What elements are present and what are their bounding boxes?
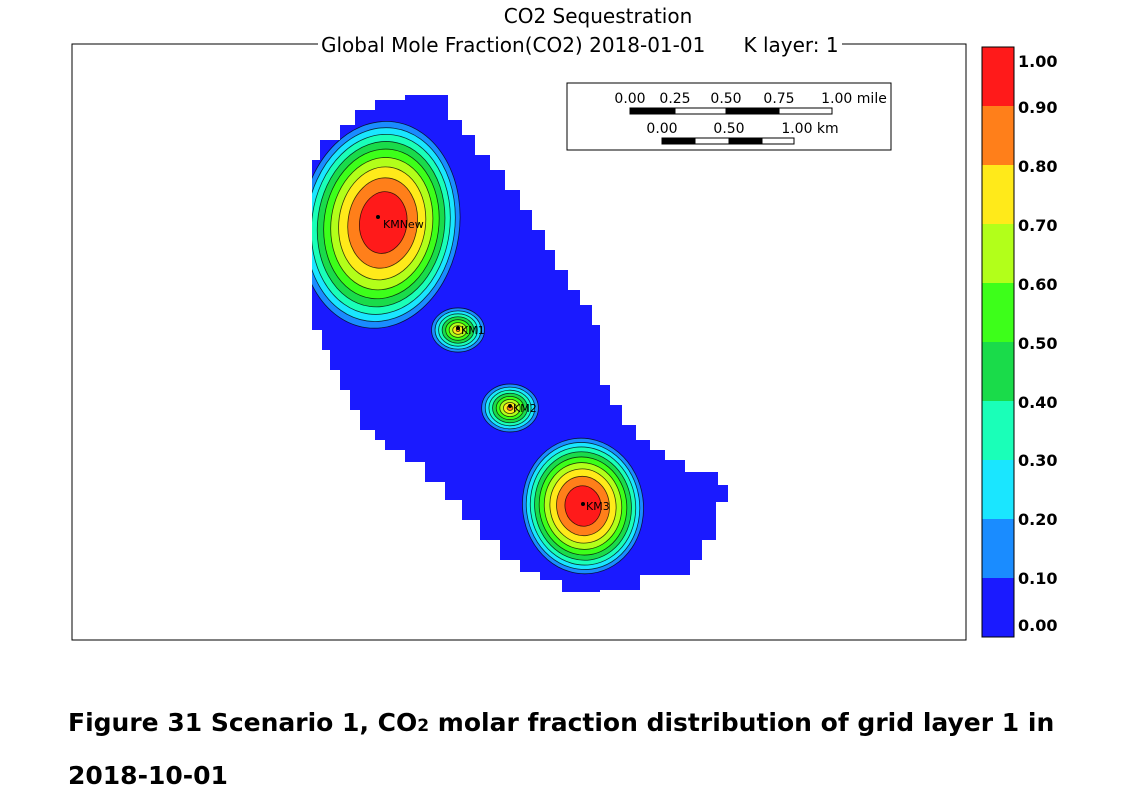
colorbar-tick-label: 0.90: [1018, 98, 1058, 117]
scale-mile-label: 0.75: [763, 91, 794, 107]
colorbar-band: [982, 460, 1014, 519]
plume-kmnew: [312, 121, 461, 329]
scale-km-segment: [694, 137, 730, 145]
scale-mile-segment: [778, 107, 833, 115]
well-marker: [508, 404, 512, 408]
scale-mile-segment: [629, 107, 676, 115]
scale-bar: 0.00 0.25 0.50 0.75 1.00 mile 0.00 0.50 1.00 k…: [566, 82, 892, 151]
colorbar-tick-label: 0.30: [1018, 451, 1058, 470]
colorbar-tick-label: 0.00: [1018, 616, 1058, 635]
figure-caption: Figure 31 Scenario 1, CO2 molar fraction…: [68, 708, 1055, 790]
colorbar-tick-label: 0.60: [1018, 275, 1058, 294]
scale-km-segment: [761, 137, 795, 145]
scale-mile-label: 0.25: [659, 91, 690, 107]
colorbar-band: [982, 224, 1014, 283]
contour-band: [359, 191, 408, 254]
colorbar-tick-label: 0.20: [1018, 510, 1058, 529]
colorbar-band: [982, 401, 1014, 460]
colorbar-tick-label: 0.40: [1018, 393, 1058, 412]
colorbar: [981, 46, 1015, 638]
scale-km-label: 1.00 km: [781, 121, 838, 137]
colorbar-band: [982, 165, 1014, 224]
well-label: KM3: [586, 500, 610, 513]
scale-mile-label: 1.00 mile: [821, 91, 887, 107]
colorbar-band: [982, 283, 1014, 342]
scale-mile-label: 0.50: [710, 91, 741, 107]
well-label: KMNew: [383, 218, 424, 231]
scale-km-label: 0.00: [646, 121, 677, 137]
colorbar-band: [982, 342, 1014, 401]
colorbar-tick-label: 0.80: [1018, 157, 1058, 176]
colorbar-tick-label: 0.50: [1018, 334, 1058, 353]
colorbar-tick-label: 0.10: [1018, 569, 1058, 588]
colorbar-tick-label: 1.00: [1018, 52, 1058, 71]
scale-km-segment: [661, 137, 696, 145]
well-marker: [456, 326, 460, 330]
scale-mile-label: 0.00: [614, 91, 645, 107]
well-marker: [581, 502, 585, 506]
colorbar-band: [982, 578, 1014, 637]
scale-km-label: 0.50: [713, 121, 744, 137]
colorbar-band: [982, 519, 1014, 578]
colorbar-band: [982, 47, 1014, 106]
well-label: KM2: [513, 402, 537, 415]
scale-mile-segment: [725, 107, 780, 115]
well-label: KM1: [461, 324, 485, 337]
chart-subtitle: Global Mole Fraction(CO2) 2018-01-01 K l…: [318, 33, 842, 57]
well-marker: [376, 215, 380, 219]
colorbar-band: [982, 106, 1014, 165]
plume-km2: [481, 383, 539, 433]
scale-km-segment: [728, 137, 763, 145]
scale-mile-segment: [674, 107, 727, 115]
colorbar-tick-label: 0.70: [1018, 216, 1058, 235]
chart-title: CO2 Sequestration: [503, 4, 693, 28]
